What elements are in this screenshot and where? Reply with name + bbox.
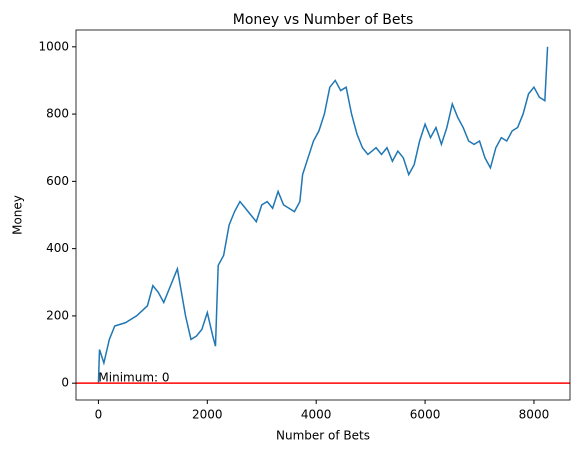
- y-tick-label: 200: [46, 308, 69, 322]
- x-tick-label: 8000: [519, 408, 550, 422]
- chart-title: Money vs Number of Bets: [233, 12, 414, 28]
- y-tick-label: 1000: [38, 39, 69, 53]
- x-tick-label: 2000: [192, 408, 223, 422]
- y-tick-label: 0: [61, 376, 69, 390]
- data-line: [97, 46, 549, 384]
- plot-frame: [75, 29, 571, 401]
- y-tick-label: 600: [46, 174, 69, 188]
- x-axis-label: Number of Bets: [276, 429, 370, 443]
- annotation: Minimum: 0: [98, 371, 169, 385]
- x-tick-label: 0: [95, 408, 103, 422]
- y-tick-label: 400: [46, 241, 69, 255]
- x-tick-label: 4000: [301, 408, 332, 422]
- x-tick-label: 6000: [410, 408, 441, 422]
- y-axis-label: Money: [11, 195, 25, 235]
- y-tick-label: 800: [46, 107, 69, 121]
